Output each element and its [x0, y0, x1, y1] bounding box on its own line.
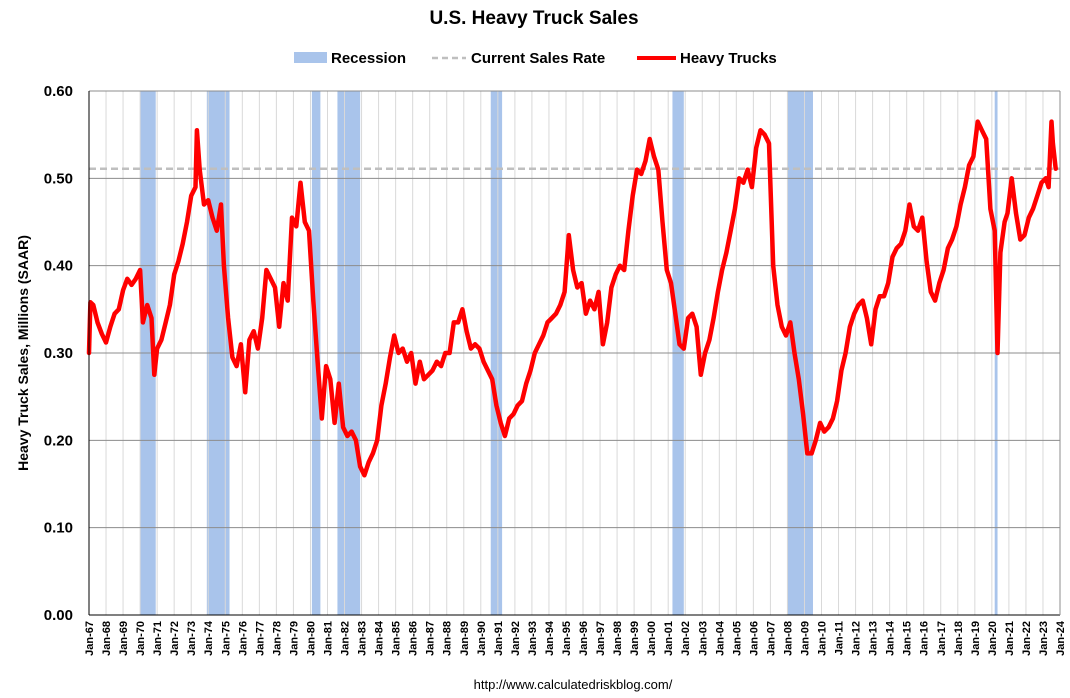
x-tick-label: Jan-68	[101, 621, 113, 656]
x-tick-label: Jan-22	[1021, 621, 1033, 656]
x-tick-label: Jan-10	[817, 621, 829, 656]
x-tick-label: Jan-88	[442, 621, 454, 656]
x-tick-label: Jan-03	[697, 621, 709, 656]
x-tick-label: Jan-75	[220, 621, 232, 656]
x-tick-label: Jan-90	[476, 621, 488, 656]
x-tick-label: Jan-74	[203, 620, 215, 656]
x-tick-label: Jan-89	[459, 621, 471, 656]
x-tick-label: Jan-04	[714, 620, 726, 656]
series-layer	[86, 119, 1058, 478]
x-tick-label: Jan-82	[340, 621, 352, 656]
x-tick-label: Jan-08	[782, 621, 794, 656]
x-tick-labels: Jan-67 Jan-68 Jan-69 Jan-70 Jan-71 Jan-72 Jan-…	[84, 620, 1067, 656]
x-tick-label: Jan-85	[391, 621, 403, 656]
x-tick-label: Jan-15	[902, 621, 914, 656]
x-tick-label: Jan-86	[408, 621, 420, 656]
x-tick-label: Jan-92	[510, 621, 522, 656]
x-tick-label: Jan-67	[84, 621, 96, 656]
x-tick-label: Jan-80	[305, 621, 317, 656]
x-tick-label: Jan-76	[237, 621, 249, 656]
x-tick-label: Jan-96	[578, 621, 590, 656]
legend-label-current-rate: Current Sales Rate	[471, 50, 605, 67]
x-tick-label: Jan-05	[731, 621, 743, 656]
legend-label-recession: Recession	[331, 50, 406, 67]
x-tick-label: Jan-00	[646, 621, 658, 656]
x-tick-label: Jan-06	[748, 621, 760, 656]
series-line-heavy-trucks	[86, 119, 1058, 478]
x-tick-label: Jan-19	[970, 621, 982, 656]
y-tick-label: 0.30	[44, 345, 73, 362]
x-tick-label: Jan-99	[629, 621, 641, 656]
x-tick-label: Jan-14	[885, 620, 897, 656]
x-tick-label: Jan-11	[834, 621, 846, 655]
x-tick-label: Jan-84	[374, 620, 386, 656]
x-tick-label: Jan-07	[765, 621, 777, 656]
x-tick-label: Jan-21	[1004, 621, 1016, 656]
y-tick-label: 0.50	[44, 170, 73, 187]
x-tick-label: Jan-18	[953, 621, 965, 656]
x-tick-label: Jan-98	[612, 621, 624, 656]
y-tick-label: 0.10	[44, 520, 73, 537]
chart-title: U.S. Heavy Truck Sales	[429, 8, 638, 29]
x-tick-label: Jan-24	[1055, 620, 1067, 656]
x-tick-label: Jan-93	[527, 621, 539, 656]
y-tick-label: 0.40	[44, 258, 73, 275]
x-tick-label: Jan-81	[322, 621, 334, 656]
y-axis-label: Heavy Truck Sales, Millions (SAAR)	[15, 235, 31, 471]
x-tick-label: Jan-73	[186, 621, 198, 656]
x-tick-label: Jan-13	[868, 621, 880, 656]
axes	[88, 91, 1061, 616]
legend-swatch-recession	[294, 52, 327, 63]
x-tick-label: Jan-71	[152, 621, 164, 656]
x-tick-label: Jan-95	[561, 621, 573, 656]
x-tick-label: Jan-79	[288, 621, 300, 656]
x-tick-label: Jan-97	[595, 621, 607, 656]
x-tick-label: Jan-69	[118, 621, 130, 656]
x-tick-label: Jan-87	[425, 621, 437, 656]
source-url: http://www.calculatedriskblog.com/	[474, 677, 673, 692]
x-tick-label: Jan-09	[799, 621, 811, 656]
x-tick-label: Jan-16	[919, 621, 931, 656]
x-tick-label: Jan-17	[936, 621, 948, 656]
x-tick-label: Jan-01	[663, 621, 675, 656]
y-tick-labels: 0.00 0.10 0.20 0.30 0.40 0.50 0.60	[44, 83, 73, 624]
x-tick-label: Jan-02	[680, 621, 692, 656]
x-tick-label: Jan-91	[493, 621, 505, 656]
x-tick-label: Jan-94	[544, 620, 556, 656]
x-tick-label: Jan-12	[851, 621, 863, 656]
x-tick-label: Jan-77	[254, 621, 266, 656]
y-tick-label: 0.20	[44, 432, 73, 449]
x-tick-label: Jan-83	[357, 621, 369, 656]
x-tick-label: Jan-70	[135, 621, 147, 656]
x-tick-label: Jan-78	[271, 621, 283, 656]
x-tick-label: Jan-20	[987, 621, 999, 656]
x-tick-label: Jan-72	[169, 621, 181, 656]
y-tick-label: 0.60	[44, 83, 73, 100]
x-tick-label: Jan-23	[1038, 621, 1050, 656]
legend: Recession Current Sales Rate Heavy Truck…	[294, 50, 777, 67]
legend-label-heavy-trucks: Heavy Trucks	[680, 50, 777, 67]
y-tick-label: 0.00	[44, 607, 73, 624]
